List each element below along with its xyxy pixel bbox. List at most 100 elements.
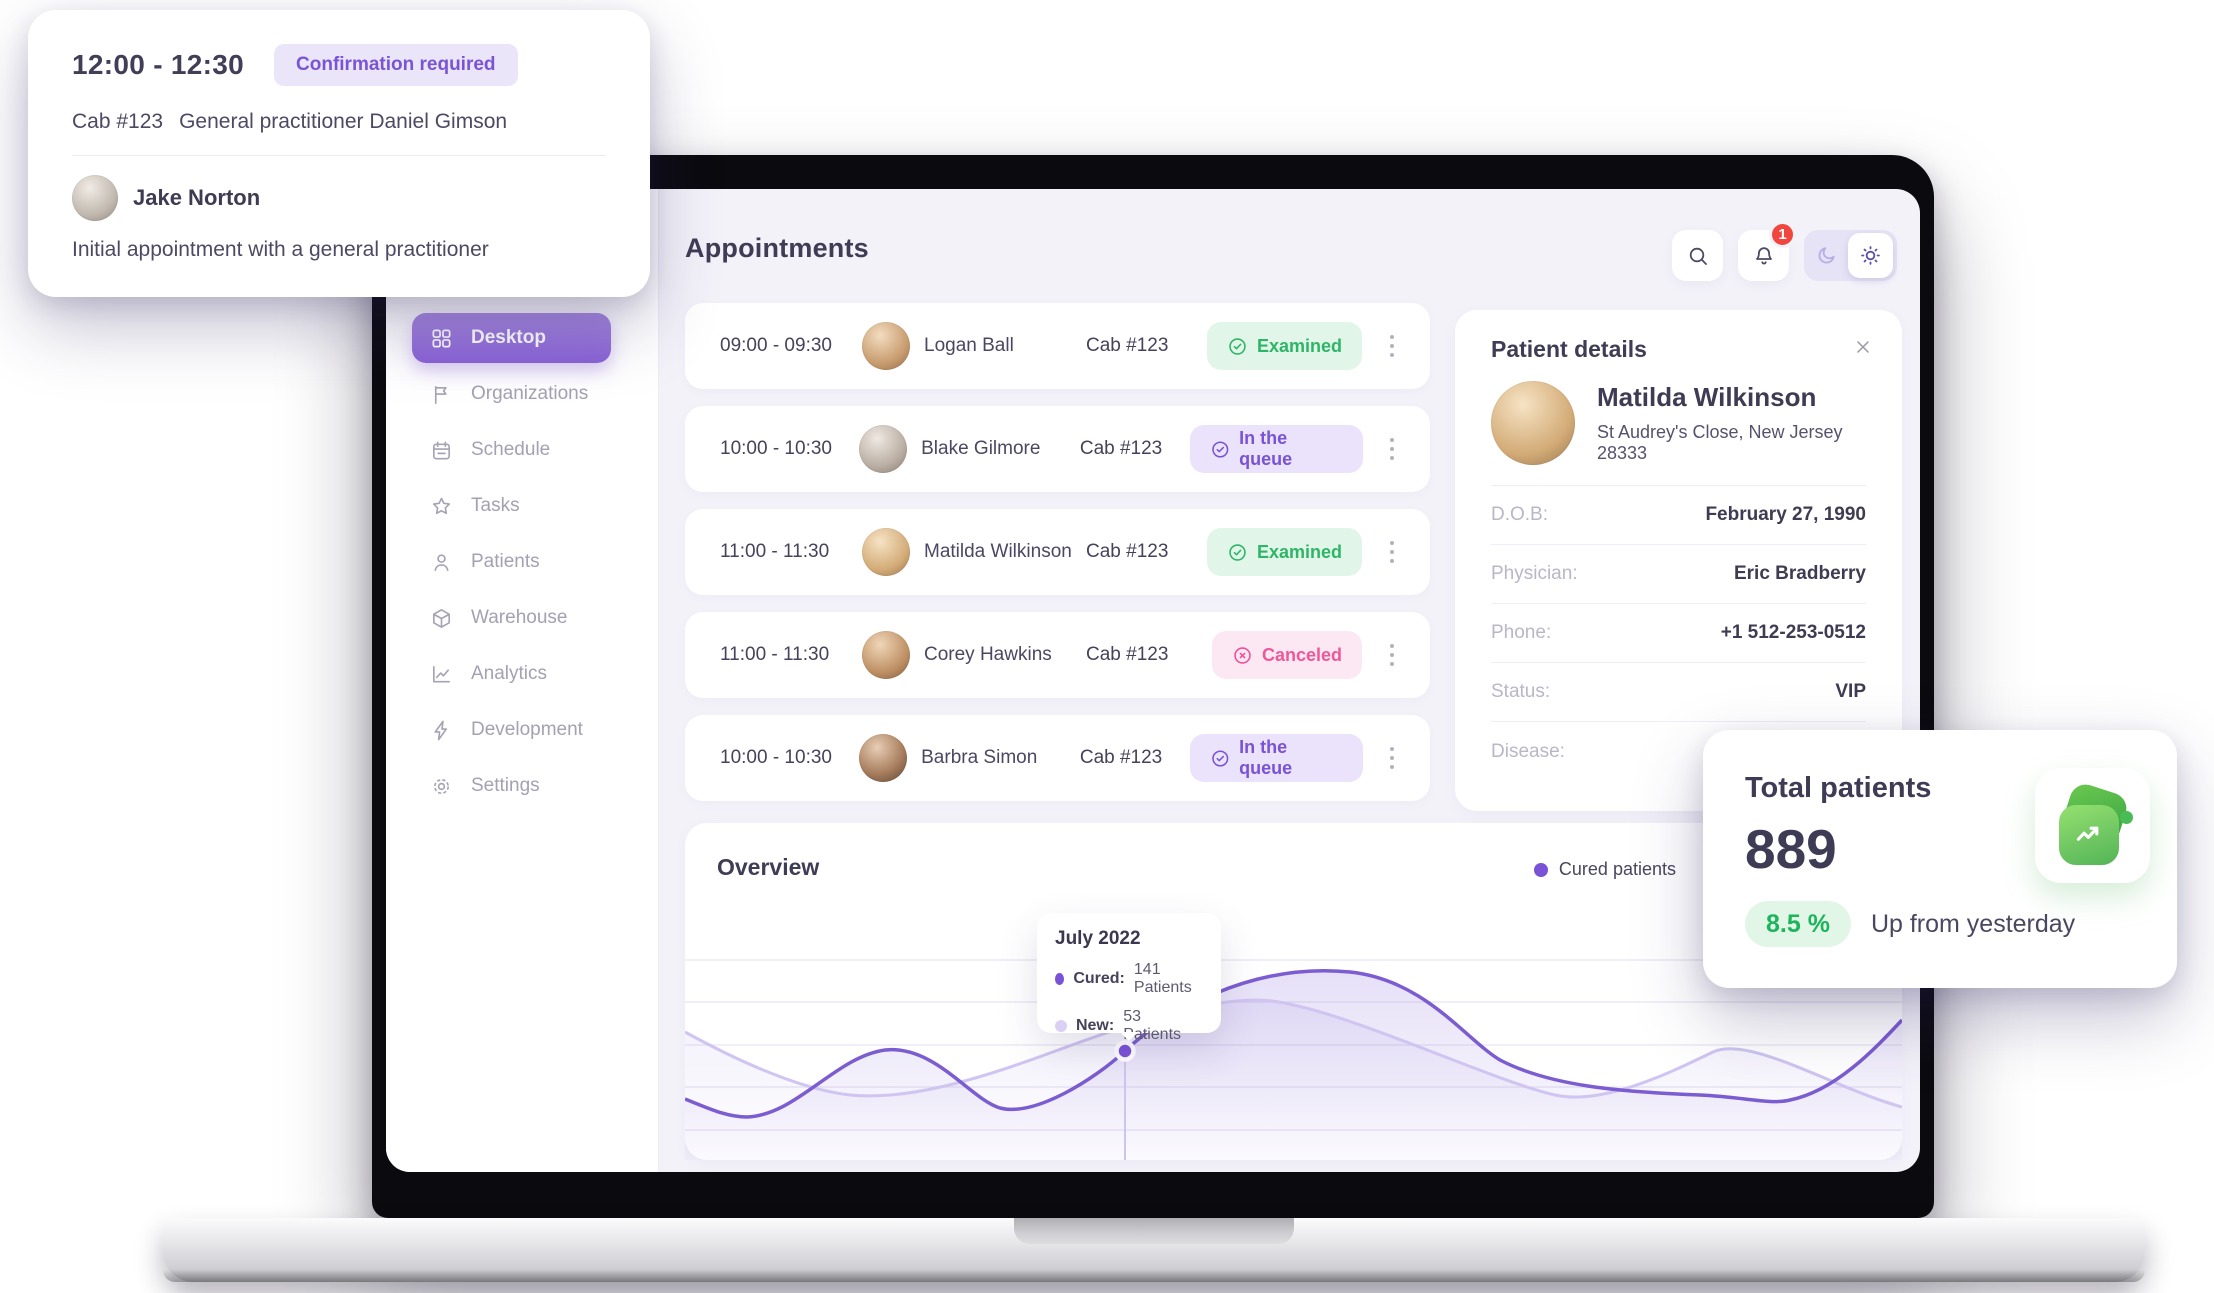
sidebar: Desktop Organizations Schedule Tasks [386, 189, 659, 1172]
practitioner-label: General practitioner Daniel Gimson [179, 110, 508, 133]
sidebar-item-analytics[interactable]: Analytics [386, 646, 658, 702]
appointment-row[interactable]: 11:00 - 11:30 Matilda Wilkinson Cab #123… [685, 509, 1430, 595]
status-label: Examined [1256, 335, 1342, 356]
appointment-time: 10:00 - 10:30 [720, 438, 832, 459]
cab-label: Cab #123 [1079, 747, 1163, 768]
sidebar-item-development[interactable]: Development [386, 702, 658, 758]
patient-name: Corey Hawkins [924, 644, 1052, 665]
delta-label: Up from yesterday [1870, 909, 2076, 938]
tooltip-value: 53 Patients [1123, 1008, 1182, 1043]
patient-profile: Matilda Wilkinson St Audrey's Close, New… [1491, 381, 1866, 465]
total-patients-card: Total patients 889 8.5 % Up from yesterd… [1703, 730, 2177, 988]
patient-name: Matilda Wilkinson [924, 541, 1072, 562]
main-area: Appointments 1 [659, 189, 1920, 1172]
status-label: Canceled [1261, 644, 1342, 665]
tooltip-label: New: [1075, 1017, 1115, 1034]
check-circle-icon [1211, 440, 1228, 458]
status-badge: Canceled [1211, 631, 1362, 679]
appointment-row[interactable]: 09:00 - 09:30 Logan Ball Cab #123 Examin… [685, 303, 1430, 389]
bolt-icon [434, 720, 448, 740]
sidebar-nav: Desktop Organizations Schedule Tasks [386, 310, 658, 814]
status-badge: Examined [1206, 322, 1362, 370]
appointment-row[interactable]: 10:00 - 10:30 Barbra Simon Cab #123 In t… [685, 715, 1430, 801]
page-title: Appointments [685, 233, 869, 263]
cab-label: Cab #123 [1086, 541, 1169, 562]
field-value: February 27, 1990 [1705, 504, 1866, 525]
delta-badge: 8.5 % [1745, 901, 1851, 947]
sidebar-item-label: Warehouse [471, 607, 568, 628]
check-circle-icon [1229, 543, 1246, 561]
row-menu-button[interactable] [1373, 425, 1412, 473]
laptop-base [163, 1218, 2145, 1282]
sidebar-item-warehouse[interactable]: Warehouse [386, 590, 658, 646]
row-menu-button[interactable] [1372, 631, 1412, 679]
confirmation-badge: Confirmation required [274, 44, 518, 86]
sidebar-item-schedule[interactable]: Schedule [386, 422, 658, 478]
tooltip-row: Cured: 141 Patients [1055, 961, 1203, 997]
field-value: +1 512-253-0512 [1720, 622, 1866, 643]
status-badge: Examined [1206, 528, 1362, 576]
overview-title: Overview [717, 854, 820, 880]
sidebar-item-label: Settings [471, 775, 540, 796]
chart-tooltip: July 2022 Cured: 141 Patients New: 53 Pa… [1037, 913, 1221, 1043]
search-button[interactable] [1672, 230, 1723, 281]
field-row: Physician: Eric Bradberry [1491, 545, 1866, 604]
field-value: VIP [1835, 681, 1866, 702]
total-patients-value: 889 [1745, 818, 1837, 880]
laptop-notch [1014, 1218, 1294, 1244]
row-menu-button[interactable] [1373, 734, 1412, 782]
star-icon [432, 497, 451, 514]
light-mode-button[interactable] [1848, 233, 1893, 278]
avatar [862, 322, 910, 370]
notification-badge: 1 [1769, 221, 1796, 248]
new-dot [1055, 1020, 1067, 1032]
time-range: 12:00 - 12:30 [72, 49, 245, 80]
patients-chart[interactable] [685, 950, 1902, 1160]
sidebar-item-label: Organizations [471, 383, 589, 404]
sidebar-item-settings[interactable]: Settings [386, 758, 658, 814]
sidebar-item-desktop[interactable]: Desktop [412, 313, 611, 363]
dark-mode-button[interactable] [1804, 244, 1848, 267]
appointment-time: 11:00 - 11:30 [720, 541, 830, 562]
card-header: 12:00 - 12:30 Confirmation required [72, 44, 606, 86]
status-badge: In the queue [1189, 425, 1363, 473]
patient-fields: D.O.B: February 27, 1990 Physician: Eric… [1491, 485, 1866, 781]
tooltip-label: Cured: [1073, 970, 1125, 987]
patient-name: Logan Ball [924, 335, 1014, 356]
cab-practitioner-row: Cab #123 General practitioner Daniel Gim… [72, 110, 606, 134]
avatar [862, 528, 910, 576]
row-menu-button[interactable] [1372, 528, 1412, 576]
appointment-row[interactable]: 10:00 - 10:30 Blake Gilmore Cab #123 In … [685, 406, 1430, 492]
appointment-note: Initial appointment with a general pract… [72, 238, 489, 261]
field-label: Physician: [1491, 563, 1578, 584]
appointment-time: 09:00 - 09:30 [720, 335, 832, 356]
patient-name: Barbra Simon [921, 747, 1038, 768]
overview-panel: Overview Cured patients [685, 823, 1902, 1160]
avatar [72, 175, 118, 221]
field-label: Disease: [1491, 740, 1565, 762]
avatar [1491, 381, 1575, 465]
legend-label: Cured patients [1558, 859, 1676, 879]
appointment-row[interactable]: 11:00 - 11:30 Corey Hawkins Cab #123 Can… [685, 612, 1430, 698]
divider [72, 155, 606, 156]
app-window: Desktop Organizations Schedule Tasks [386, 189, 1920, 1172]
notifications-button[interactable]: 1 [1738, 221, 1796, 281]
field-row: D.O.B: February 27, 1990 [1491, 486, 1866, 545]
sidebar-item-organizations[interactable]: Organizations [386, 366, 658, 422]
field-row: Status: VIP [1491, 663, 1866, 722]
sidebar-item-tasks[interactable]: Tasks [386, 478, 658, 534]
marker-point[interactable] [1114, 1040, 1136, 1062]
sidebar-item-patients[interactable]: Patients [386, 534, 658, 590]
trending-up-icon [2059, 805, 2119, 865]
cab-label: Cab #123 [1086, 335, 1169, 356]
row-menu-button[interactable] [1372, 322, 1412, 370]
cab-label: Cab #123 [72, 110, 164, 133]
field-label: Phone: [1491, 622, 1552, 643]
tooltip-title: July 2022 [1055, 928, 1141, 949]
close-button[interactable] [1848, 332, 1878, 362]
x-circle-icon [1234, 646, 1251, 664]
box-icon [433, 608, 450, 628]
search-icon [1689, 247, 1707, 265]
field-label: Status: [1491, 681, 1551, 702]
